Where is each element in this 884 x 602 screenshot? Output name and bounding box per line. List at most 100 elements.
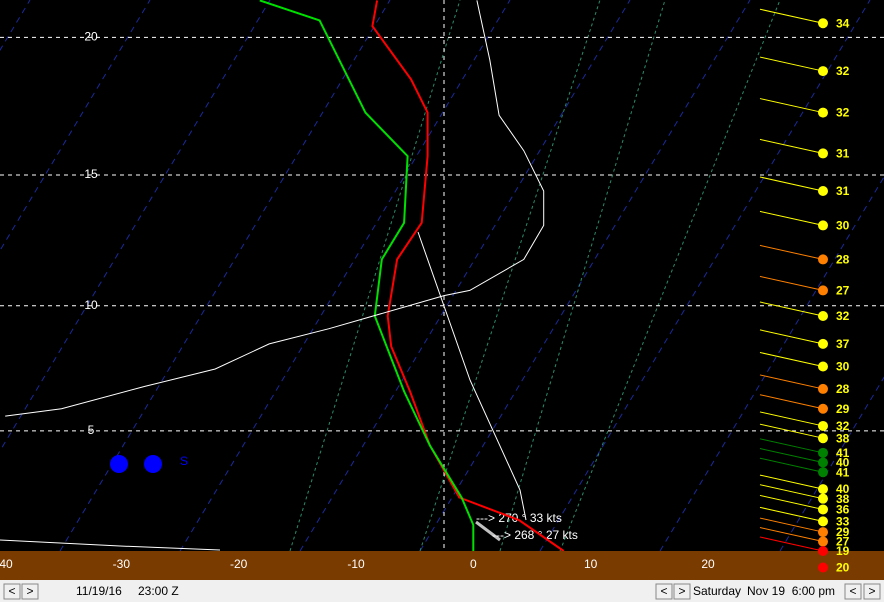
adiabat — [289, 0, 461, 552]
wind-speed: 27 — [836, 535, 850, 549]
wind-barb — [759, 301, 824, 317]
profile-line — [371, 0, 565, 552]
annotation: S — [180, 454, 188, 468]
wind-barb — [759, 56, 824, 72]
status-bar-content: < > 11/19/16 23:00 Z < > Saturday Nov 19… — [3, 583, 881, 600]
x-tick-label: -30 — [113, 557, 131, 571]
button[interactable] — [863, 583, 881, 600]
wind-barb — [759, 474, 824, 490]
wind-marker — [818, 516, 828, 527]
x-tick-label: -40 — [0, 557, 13, 571]
wind-barb — [759, 98, 824, 114]
wind-speed: 40 — [836, 456, 850, 470]
wind-marker — [818, 536, 828, 547]
wind-barb — [759, 275, 824, 291]
surface-line — [0, 539, 221, 551]
wind-marker — [818, 383, 828, 394]
button-label[interactable]: < — [660, 584, 667, 598]
wind-barb — [759, 423, 824, 439]
y-tick-label: 10 — [84, 298, 98, 312]
wind-marker — [818, 66, 828, 77]
wind-marker — [818, 484, 828, 495]
marker — [144, 455, 162, 473]
x-tick-label: 0 — [470, 557, 477, 571]
button[interactable] — [21, 583, 39, 600]
profile-line — [259, 0, 475, 551]
button-label[interactable]: > — [868, 584, 875, 598]
wind-marker — [818, 546, 828, 556]
button-label[interactable]: < — [8, 584, 15, 598]
wind-speed: 31 — [836, 184, 850, 198]
wind-speed: 30 — [836, 219, 850, 233]
marker — [110, 455, 128, 473]
wind-marker — [818, 285, 828, 296]
wind-barb — [759, 536, 824, 552]
wind-speed: 29 — [836, 525, 850, 539]
wind-barb — [759, 210, 824, 226]
wind-marker — [818, 18, 828, 29]
wind-barb — [759, 244, 824, 260]
button[interactable] — [844, 583, 862, 600]
wind-speed: 32 — [836, 64, 850, 78]
isotherm — [539, 0, 871, 552]
background-lines — [0, 0, 884, 552]
wind-speed: 32 — [836, 106, 850, 120]
wind-barb — [759, 329, 824, 345]
profile-line — [5, 0, 545, 417]
isotherm — [419, 0, 751, 552]
adiabat — [419, 0, 601, 552]
wind-marker — [818, 338, 828, 349]
wind-marker — [818, 107, 828, 118]
button[interactable] — [655, 583, 673, 600]
wind-speed: 41 — [836, 446, 850, 460]
wind-marker — [818, 420, 828, 431]
wind-speed: 38 — [836, 431, 850, 445]
date: 11/19/16 — [76, 584, 122, 598]
wind-marker — [818, 433, 828, 444]
button-label[interactable]: > — [678, 584, 685, 598]
wind-barb — [759, 8, 824, 24]
isotherm — [0, 0, 271, 452]
wind-speed: 32 — [836, 309, 850, 323]
button-label[interactable]: > — [26, 584, 33, 598]
wind-speed: 19 — [836, 544, 850, 558]
wind-speed: 29 — [836, 402, 850, 416]
annotation: ---> 270 ° 33 kts — [476, 511, 562, 525]
wind-marker — [818, 254, 828, 265]
button[interactable] — [3, 583, 21, 600]
wind-barb — [759, 494, 824, 510]
wind-speed: 28 — [836, 253, 850, 267]
y-tick-label: 5 — [88, 423, 95, 437]
button-label[interactable]: < — [849, 584, 856, 598]
wind-marker — [818, 527, 828, 538]
wind-marker — [818, 403, 828, 414]
isotherm — [299, 0, 631, 552]
wind-barb — [759, 457, 824, 473]
wind-speed: 40 — [836, 482, 850, 496]
isotherm — [0, 0, 31, 52]
y-tick-label: 15 — [84, 167, 98, 181]
axis-bar — [0, 551, 884, 580]
x-tick-label: 10 — [584, 557, 598, 571]
wind-barb — [759, 448, 824, 464]
wind-speed: 28 — [836, 382, 850, 396]
y-tick-label: 20 — [84, 30, 98, 44]
time: 23:00 Z — [138, 584, 179, 598]
wind-marker — [818, 185, 828, 196]
isotherm — [179, 0, 511, 552]
wind-barb — [759, 438, 824, 454]
wind-barb — [759, 374, 824, 390]
isotherm — [59, 0, 391, 552]
wind-speed: 38 — [836, 492, 850, 506]
isotherm — [0, 0, 151, 252]
wind-barb — [759, 506, 824, 522]
trace-line — [475, 520, 501, 542]
wind-marker — [818, 562, 828, 573]
isotherm — [779, 376, 884, 552]
button[interactable] — [673, 583, 691, 600]
wind-marker — [818, 504, 828, 515]
adiabat — [559, 0, 781, 552]
wind-marker — [818, 220, 828, 231]
wind-marker — [818, 447, 828, 458]
